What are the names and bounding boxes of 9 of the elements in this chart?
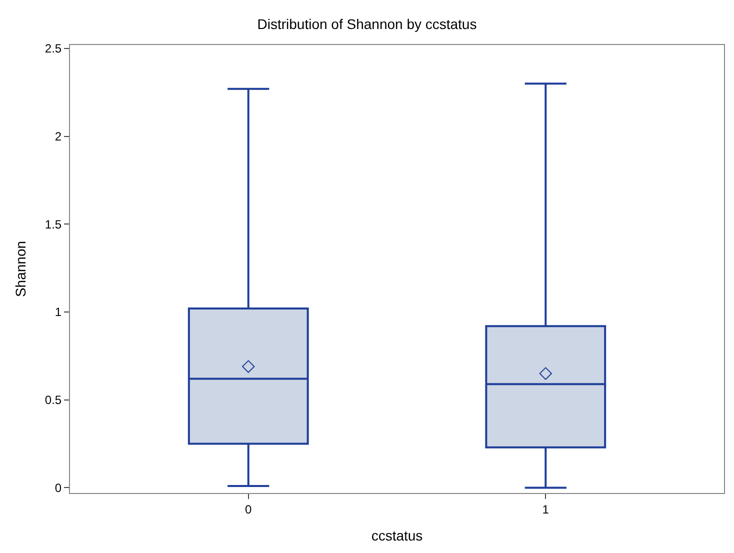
x-axis-title: ccstatus xyxy=(371,528,423,544)
y-tick-label: 0.5 xyxy=(44,393,62,408)
y-axis-title: Shannon xyxy=(12,240,29,298)
y-tick-label: 1 xyxy=(54,305,62,320)
y-tick-label: 2.5 xyxy=(44,42,62,56)
y-tick-label: 0 xyxy=(54,480,62,495)
y-tick-label: 2 xyxy=(54,130,62,144)
y-tick-label: 1.5 xyxy=(44,217,62,232)
chart-title: Distribution of Shannon by ccstatus xyxy=(257,16,477,32)
